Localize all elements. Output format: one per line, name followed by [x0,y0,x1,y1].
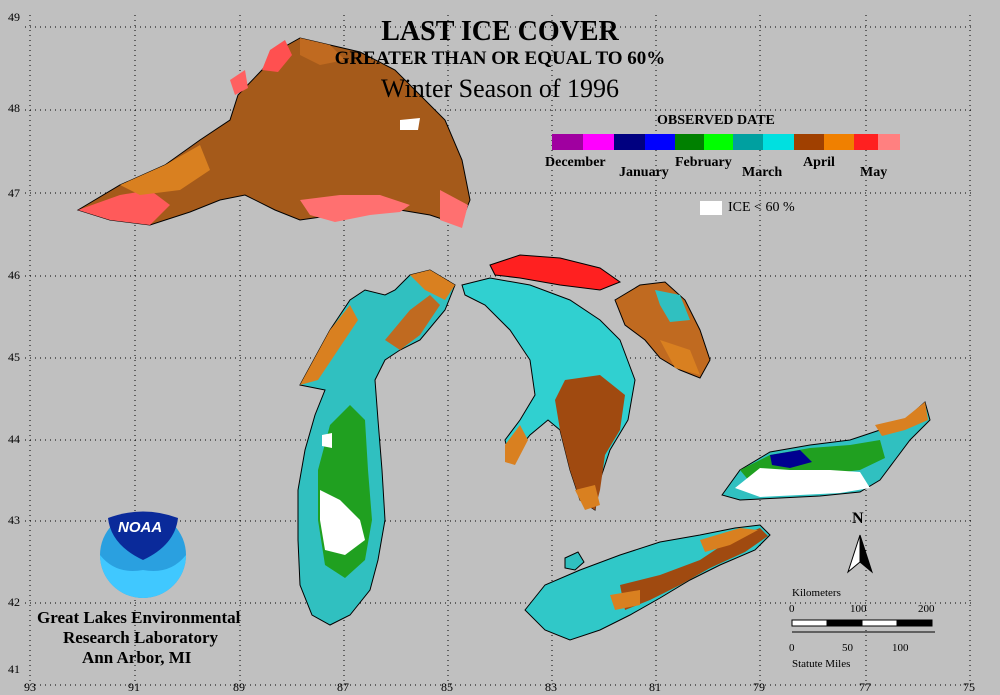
lon-label: 83 [545,680,557,694]
scale-mi-tick: 100 [892,642,909,654]
lon-label: 89 [233,680,245,694]
lake-huron [461,277,711,511]
legend-swatch [878,134,900,150]
lake-erie [524,524,771,641]
legend-swatch [645,134,675,150]
legend-swatch [583,134,614,150]
legend-swatch [552,134,583,150]
title-line-2: GREATER THAN OR EQUAL TO 60% [334,48,666,69]
scale-km-tick: 100 [850,603,867,615]
lake-michigan [297,269,456,626]
legend-month-january: January [619,165,669,180]
lake-superior [76,37,471,228]
ice-lt-60-label: ICE < 60 % [728,200,795,215]
scale-mi-tick: 0 [789,642,795,654]
scale-mi-label: Statute Miles [792,658,851,670]
lat-label: 47 [8,186,20,200]
lake-st-clair [564,551,585,571]
title-line-1: LAST ICE COVER [381,16,619,47]
noaa-logo-text: NOAA [118,519,163,536]
lon-label: 91 [128,680,140,694]
scale-km-tick: 200 [918,603,935,615]
legend-swatch [794,134,824,150]
legend-month-february: February [675,155,732,170]
lat-label: 44 [8,432,20,446]
noaa-logo [100,511,186,598]
lat-label: 41 [8,662,20,676]
north-arrow [846,534,874,574]
org-line-2: Research Laboratory [63,628,219,647]
org-line-3: Ann Arbor, MI [82,648,192,667]
legend-swatch [704,134,733,150]
lon-label: 93 [24,680,36,694]
lake-ontario [721,401,931,501]
legend-month-march: March [742,165,783,180]
lon-label: 85 [441,680,453,694]
lon-label: 77 [859,680,871,694]
legend-swatch [854,134,878,150]
lat-label: 43 [8,513,20,527]
org-line-1: Great Lakes Environmental [37,608,241,627]
lat-label: 48 [8,101,20,115]
legend-month-april: April [803,155,835,170]
legend-swatch [733,134,763,150]
scale-km-label: Kilometers [792,587,841,599]
lat-label: 46 [8,268,20,282]
legend-month-may: May [860,165,888,180]
compass-north-label: N [852,510,864,527]
legend-swatch [614,134,645,150]
scale-mi-tick: 50 [842,642,853,654]
lat-label: 45 [8,350,20,364]
scale-km-tick: 0 [789,603,795,615]
scale-bar [791,619,935,633]
north-channel [489,254,622,291]
lon-label: 81 [649,680,661,694]
lat-label: 42 [8,595,20,609]
legend-month-december: December [545,155,606,170]
legend-heading: OBSERVED DATE [657,113,775,128]
lon-label: 75 [963,680,975,694]
lon-label: 79 [753,680,765,694]
legend-swatch [763,134,794,150]
legend-swatch [824,134,854,150]
title-line-3: Winter Season of 1996 [381,74,619,103]
ice-lt-60-swatch [700,201,722,215]
lon-label: 87 [337,680,349,694]
lat-label: 49 [8,10,20,24]
legend-swatch [675,134,704,150]
